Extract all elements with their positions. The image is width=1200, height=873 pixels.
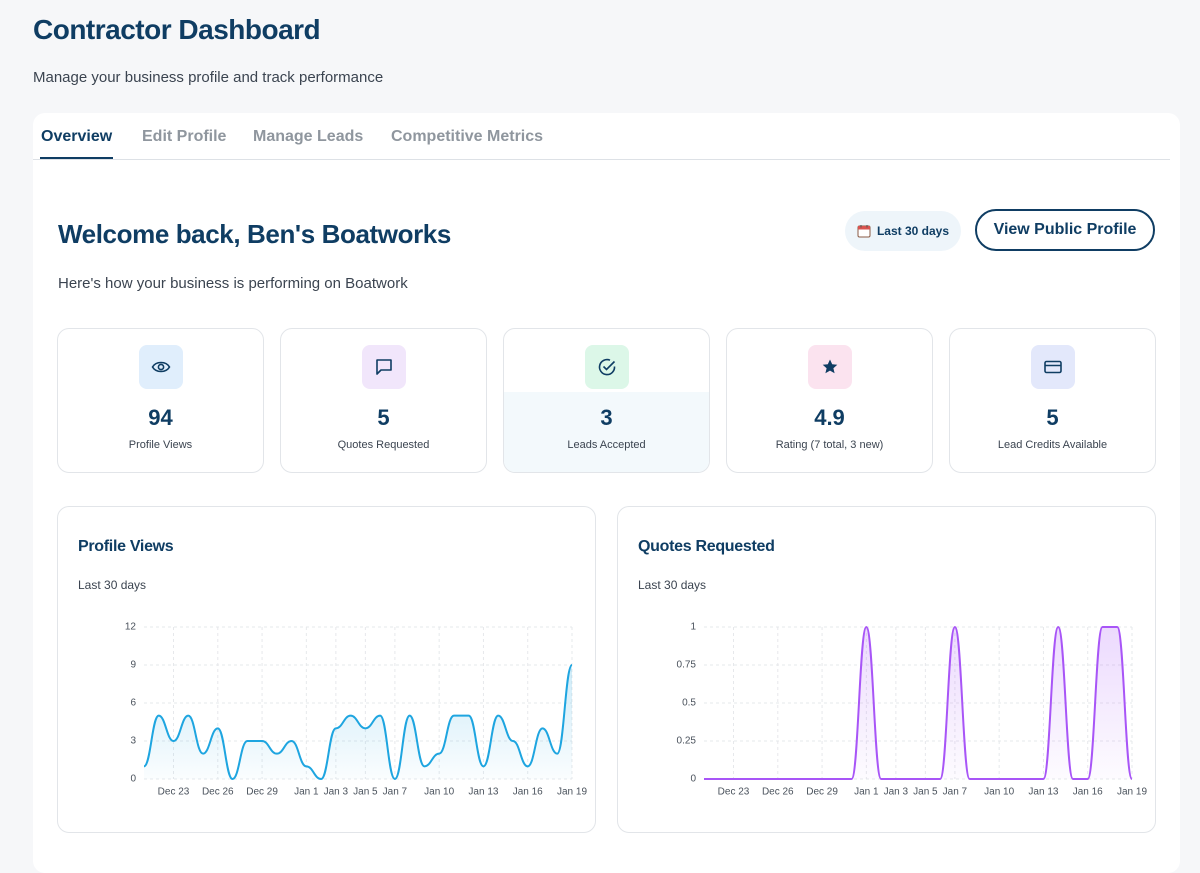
x-tick-label: Jan 7: [383, 787, 408, 798]
x-tick-label: Jan 10: [984, 787, 1014, 798]
stat-card: 5 Quotes Requested: [280, 328, 487, 473]
x-tick-label: Jan 13: [468, 787, 498, 798]
x-tick-label: Jan 5: [913, 787, 938, 798]
stat-label: Profile Views: [128, 439, 193, 451]
stat-icon: [585, 345, 629, 389]
tab[interactable]: Competitive Metrics: [391, 128, 544, 145]
x-tick-label: Jan 16: [1073, 787, 1103, 798]
x-tick-label: Jan 3: [884, 787, 909, 798]
x-tick-label: Jan 7: [943, 787, 968, 798]
stat-icon: [1031, 345, 1075, 389]
x-tick-label: Jan 19: [557, 787, 587, 798]
stat-card: 3 Leads Accepted: [503, 328, 710, 473]
x-tick-label: Dec 29: [806, 787, 838, 798]
stat-value: 5: [1046, 405, 1059, 430]
area: [704, 627, 1132, 779]
x-tick-label: Jan 13: [1028, 787, 1058, 798]
y-tick-label: 12: [125, 622, 137, 633]
view-profile-button[interactable]: View Public Profile: [975, 209, 1155, 251]
x-tick-label: Dec 26: [202, 787, 234, 798]
welcome-title: Welcome back, Ben's Boatworks: [58, 219, 451, 249]
x-tick-label: Jan 3: [324, 787, 349, 798]
stat-value: 4.9: [814, 405, 845, 430]
y-tick-label: 3: [130, 736, 136, 747]
stat-label: Lead Credits Available: [997, 439, 1108, 451]
stat-label: Leads Accepted: [567, 439, 646, 451]
welcome-subtitle: Here's how your business is performing o…: [58, 275, 408, 292]
x-tick-label: Jan 1: [294, 787, 319, 798]
chart-subtitle: Last 30 days: [78, 578, 147, 592]
tab[interactable]: Edit Profile: [142, 128, 227, 145]
chart-title: Quotes Requested: [638, 538, 775, 555]
y-tick-label: 0: [130, 774, 136, 785]
line: [704, 625, 1133, 780]
date-range-label: Last 30 days: [876, 224, 950, 238]
line: [143, 664, 573, 781]
x-tick-label: Dec 26: [762, 787, 794, 798]
x-tick-label: Jan 10: [424, 787, 454, 798]
y-tick-label: 0: [690, 774, 696, 785]
page-title: Contractor Dashboard: [33, 14, 321, 45]
x-tick-label: Jan 5: [353, 787, 378, 798]
stat-icon: [808, 345, 852, 389]
x-tick-label: Jan 1: [854, 787, 879, 798]
date-range[interactable]: Last 30 days: [845, 211, 961, 251]
y-tick-label: 0.25: [677, 736, 697, 747]
stat-label: Rating (7 total, 3 new): [775, 439, 884, 451]
y-tick-label: 9: [130, 660, 136, 671]
stat-card: 5 Lead Credits Available: [949, 328, 1156, 473]
chart-card: 0 0.25 0.5 0.75 1 Dec 23 Dec 26 Dec 29 Jan 1 Jan …: [617, 506, 1156, 833]
stat-value: 3: [600, 405, 613, 430]
calendar-icon: [857, 225, 871, 238]
x-tick-label: Dec 23: [158, 787, 190, 798]
y-tick-label: 0.5: [682, 698, 696, 709]
stat-label: Quotes Requested: [337, 439, 430, 451]
chart-subtitle: Last 30 days: [638, 578, 707, 592]
tab[interactable]: Manage Leads: [253, 128, 364, 145]
y-tick-label: 0.75: [677, 660, 697, 671]
chart: 0 0.25 0.5 0.75 1 Dec 23 Dec 26 Dec 29 Jan 1 Jan …: [677, 622, 1148, 798]
stat-value: 5: [377, 405, 390, 430]
x-tick-label: Dec 29: [246, 787, 278, 798]
y-tick-label: 1: [690, 622, 696, 633]
y-tick-label: 6: [130, 698, 136, 709]
x-tick-label: Jan 19: [1117, 787, 1147, 798]
x-tick-label: Jan 16: [513, 787, 543, 798]
stat-card: 4.9 Rating (7 total, 3 new): [726, 328, 933, 473]
chart: 0 3 6 9 12 Dec 23 Dec 26 Dec 29 Jan 1 Jan 3 Jan 5 J…: [125, 622, 588, 798]
stat-icon: [139, 345, 183, 389]
tab-bar: Overview Edit Profile Manage Leads Compe…: [33, 125, 1170, 160]
chart-card: 0 3 6 9 12 Dec 23 Dec 26 Dec 29 Jan 1 Jan 3 Jan 5 J…: [57, 506, 596, 833]
stat-icon: [362, 345, 406, 389]
stat-value: 94: [148, 405, 173, 430]
page-subtitle: Manage your business profile and track p…: [33, 69, 384, 86]
chart-title: Profile Views: [78, 538, 174, 555]
x-tick-label: Dec 23: [718, 787, 750, 798]
stat-card: 94 Profile Views: [57, 328, 264, 473]
tab[interactable]: Overview: [39, 128, 114, 159]
